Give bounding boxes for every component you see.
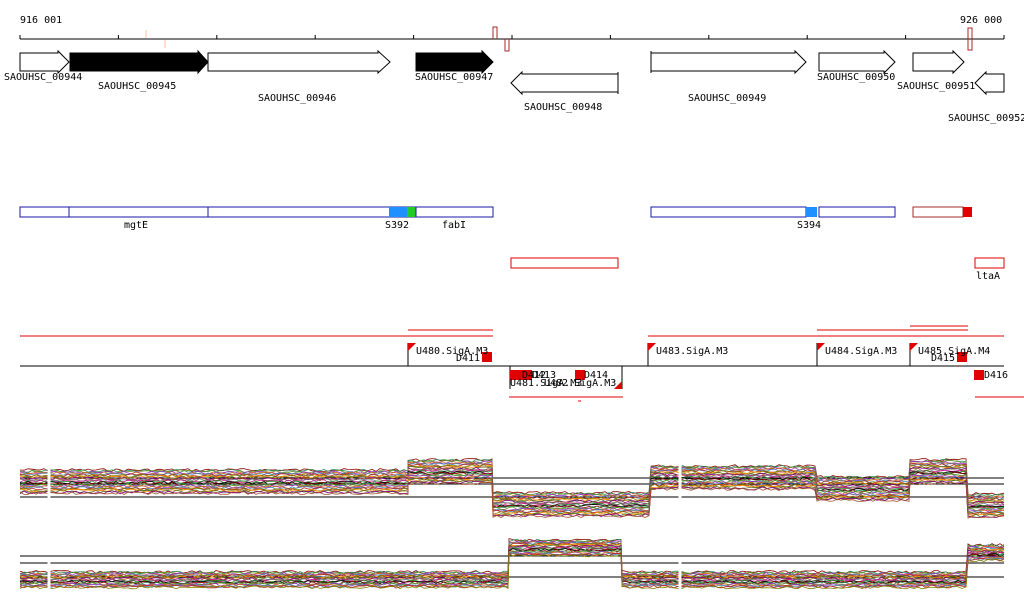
expression-trace [19, 462, 1005, 501]
gene-label: SAOUHSC_00945 [98, 81, 176, 92]
terminator-label: D412 [522, 370, 546, 381]
expression-trace [19, 471, 1005, 510]
feature-marker-blue[interactable] [806, 207, 817, 217]
feature-box[interactable] [207, 206, 417, 218]
expression-panel-top [19, 458, 1005, 519]
feature-box[interactable] [818, 206, 896, 218]
gene-arrow[interactable] [19, 49, 70, 75]
regulatory-track: U480.SigA.M3 U483.SigA.M3 U484.SigA.M3 U… [20, 325, 1024, 402]
promoter-label: U485.SigA.M4 [918, 346, 990, 357]
feature-label: mgtE [124, 220, 148, 231]
feature-label: S394 [797, 220, 821, 231]
terminator-label: D416 [984, 370, 1008, 381]
coordinate-ruler: 916 001 926 000 [19, 15, 1005, 52]
expression-trace [19, 477, 1005, 515]
feature-box[interactable] [974, 257, 1005, 269]
gene-label: SAOUHSC_00948 [524, 102, 602, 113]
expression-panel-bottom [19, 538, 1005, 592]
feature-box[interactable] [650, 206, 807, 218]
promoter-label: U482.SigA.M3 [544, 378, 616, 389]
feature-label: fabI [442, 220, 466, 231]
expression-trace [19, 473, 1005, 512]
gene-label: SAOUHSC_00951 [897, 81, 975, 92]
expression-trace [19, 538, 1005, 575]
gene-arrow[interactable] [69, 49, 209, 75]
terminator-label: D415 [931, 353, 955, 364]
gene-label: SAOUHSC_00944 [4, 72, 82, 83]
terminator-label: D413 [532, 370, 556, 381]
expression-trace [19, 476, 1005, 514]
gene-label: SAOUHSC_00950 [817, 72, 895, 83]
expression-trace [19, 550, 1005, 587]
gene-arrow[interactable] [974, 70, 1005, 96]
expression-trace [19, 543, 1005, 580]
promoter-marker[interactable] [910, 343, 918, 351]
gene-arrow[interactable] [912, 49, 965, 75]
expression-trace [19, 553, 1005, 590]
feature-box[interactable] [19, 206, 70, 218]
terminator-marker[interactable] [575, 370, 585, 380]
promoter-marker[interactable] [614, 381, 622, 389]
gene-label: SAOUHSC_00952 [948, 113, 1024, 124]
ruler-end-label: 926 000 [960, 15, 1002, 26]
terminator-marker[interactable] [957, 352, 967, 362]
feature-label: S392 [385, 220, 409, 231]
expression-trace [19, 470, 1005, 508]
feature-track: mgtE S392 fabI S394 ltaA [19, 206, 1005, 282]
expression-trace [19, 550, 1005, 586]
feature-marker-blue[interactable] [389, 207, 407, 217]
promoter-marker[interactable] [408, 343, 416, 351]
expression-trace [19, 481, 1005, 519]
terminator-marker[interactable] [510, 370, 532, 380]
gene-track: SAOUHSC_00944 SAOUHSC_00945 SAOUHSC_0094… [4, 49, 1024, 124]
expression-trace [19, 480, 1005, 519]
expression-trace [19, 465, 1005, 504]
gene-label: SAOUHSC_00947 [415, 72, 493, 83]
expression-trace [19, 547, 1005, 584]
promoter-label: U484.SigA.M3 [825, 346, 897, 357]
ruler-start-label: 916 001 [20, 15, 62, 26]
promoter-marker[interactable] [817, 343, 825, 351]
feature-box[interactable] [912, 206, 964, 218]
gene-arrow[interactable] [650, 49, 807, 75]
terminator-label: D411 [456, 353, 480, 364]
terminator-label: D414 [584, 370, 608, 381]
expression-trace [19, 478, 1005, 516]
gene-arrow[interactable] [415, 49, 494, 75]
feature-label: ltaA [976, 271, 1000, 282]
expression-trace [19, 459, 1005, 498]
feature-marker-red[interactable] [963, 207, 972, 217]
expression-trace [19, 458, 1005, 496]
feature-box[interactable] [510, 257, 619, 269]
promoter-label: U481.SigA.M3 [510, 378, 582, 389]
gene-label: SAOUHSC_00949 [688, 93, 766, 104]
gene-label: SAOUHSC_00946 [258, 93, 336, 104]
expression-trace [19, 551, 1005, 588]
feature-box[interactable] [68, 206, 209, 218]
terminator-marker[interactable] [482, 352, 492, 362]
promoter-label: U483.SigA.M3 [656, 346, 728, 357]
expression-trace [19, 540, 1005, 577]
feature-box[interactable] [415, 206, 494, 218]
gene-arrow[interactable] [818, 49, 896, 75]
feature-marker-green[interactable] [407, 207, 416, 217]
promoter-marker[interactable] [648, 343, 656, 351]
gene-arrow[interactable] [207, 49, 391, 75]
expression-trace [19, 467, 1005, 505]
gene-arrow[interactable] [510, 70, 619, 96]
promoter-label: U480.SigA.M3 [416, 346, 488, 357]
terminator-marker[interactable] [974, 370, 984, 380]
